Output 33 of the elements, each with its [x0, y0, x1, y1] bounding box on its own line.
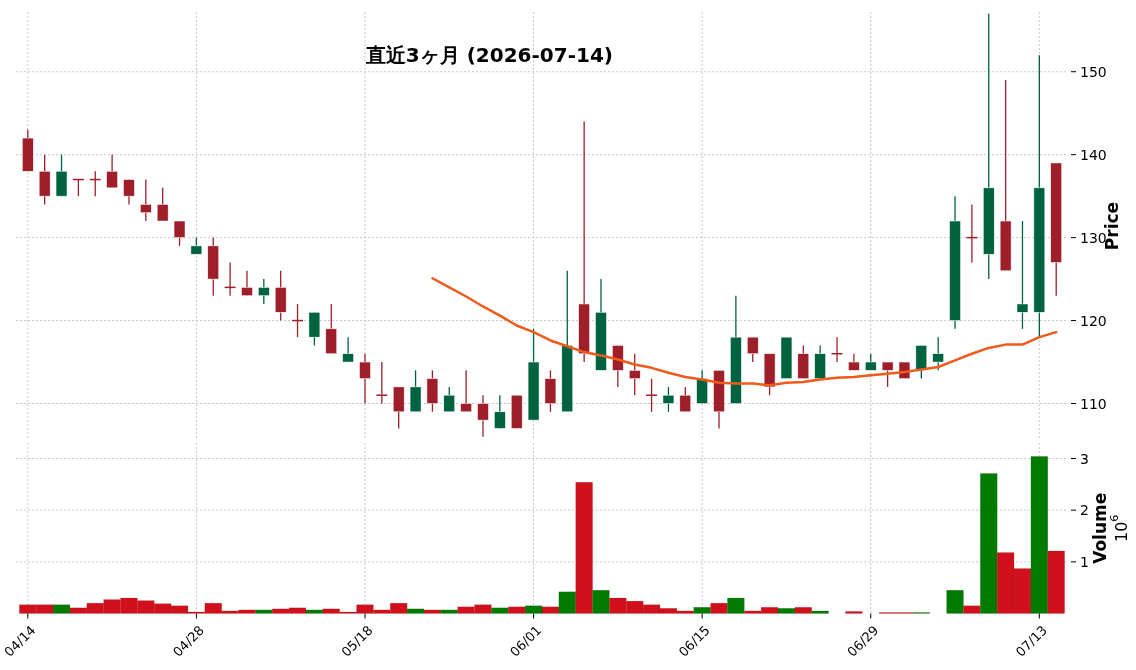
candlestick: [342, 336, 354, 363]
y-tick-label: 2: [1080, 502, 1089, 519]
candlestick: [460, 369, 472, 413]
candlestick: [140, 178, 152, 222]
bar: [845, 611, 863, 614]
text: 直近3ヶ月 (2026-07-14): [364, 43, 613, 67]
y-tick-label: 120: [1080, 312, 1107, 329]
candlestick: [477, 394, 489, 438]
y-tick-label: 1: [1080, 553, 1089, 570]
candlestick: [443, 386, 455, 413]
candlestick: [241, 270, 253, 297]
candlestick: [258, 278, 270, 305]
candlestick: [494, 394, 506, 430]
line-series: [431, 277, 1058, 387]
y-axis-title: Volume: [1090, 492, 1110, 564]
candlestick: [359, 353, 371, 405]
y-tick-label: 140: [1080, 146, 1107, 163]
candlestick: [375, 361, 389, 405]
y-tick-label: 110: [1080, 395, 1107, 412]
y-tick-label: 3: [1080, 450, 1089, 467]
candlestick: [1016, 220, 1029, 330]
candlestick: [106, 154, 118, 189]
candlestick: [679, 386, 692, 413]
candlestick: [156, 187, 169, 222]
candlestick: [629, 353, 641, 396]
candlestick: [932, 336, 944, 371]
candlestick: [123, 178, 135, 206]
y-tick-label: 150: [1080, 63, 1107, 80]
candlestick: [173, 220, 186, 247]
candlestick: [881, 361, 894, 388]
candlestick: [645, 377, 658, 413]
candlestick: [747, 336, 759, 363]
candlestick: [662, 386, 675, 413]
